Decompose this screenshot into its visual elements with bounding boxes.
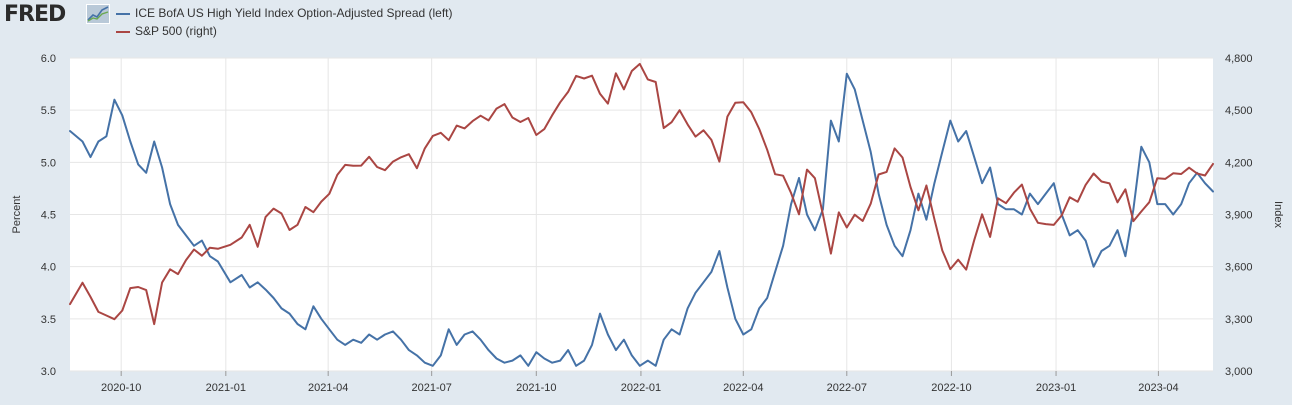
y-left-tick-label: 4.0 [41,262,56,274]
x-tick-label: 2022-07 [827,382,867,394]
legend-swatch-hy-spread [116,12,130,15]
series-line-hy-spread [69,72,1214,367]
y-right-tick-label: 3,900 [1225,210,1253,222]
legend-item-sp500[interactable]: S&P 500 (right) [116,24,217,38]
y-right-tick-label: 4,800 [1225,53,1253,65]
x-tick-label: 2021-04 [308,382,348,394]
legend-label-hy-spread: ICE BofA US High Yield Index Option-Adju… [135,6,453,20]
y-right-tick-label: 3,300 [1225,314,1253,326]
y-left-tick-label: 4.5 [41,210,56,222]
x-tick-label: 2021-01 [206,382,246,394]
y-left-tick-label: 3.5 [41,314,56,326]
y-left-axis-title: Percent [11,196,23,234]
chart-header: FRED ICE BofA US High Yield Index Option… [0,0,1292,46]
series-line-sp500 [69,62,1214,326]
x-tick-label: 2022-04 [723,382,763,394]
legend-label-sp500: S&P 500 (right) [135,24,217,38]
x-tick-label: 2021-10 [516,382,556,394]
x-tick-label: 2022-10 [931,382,971,394]
chart-line-icon [86,4,110,24]
legend-swatch-sp500 [116,30,130,33]
y-left-tick-label: 5.5 [41,105,56,117]
y-right-tick-label: 3,600 [1225,262,1253,274]
y-left-tick-label: 5.0 [41,157,56,169]
y-right-tick-label: 3,000 [1225,366,1253,378]
legend-item-hy-spread[interactable]: ICE BofA US High Yield Index Option-Adju… [116,6,453,20]
y-left-tick-label: 3.0 [41,366,56,378]
x-tick-label: 2021-07 [411,382,451,394]
y-right-axis-title: Index [1272,201,1284,228]
x-tick-label: 2023-04 [1138,382,1178,394]
x-tick-label: 2023-01 [1036,382,1076,394]
fred-logo[interactable]: FRED [4,2,66,27]
x-tick-label: 2020-10 [101,382,141,394]
x-tick-label: 2022-01 [621,382,661,394]
y-left-tick-label: 6.0 [41,53,56,65]
y-right-tick-label: 4,500 [1225,105,1253,117]
y-right-tick-label: 4,200 [1225,157,1253,169]
